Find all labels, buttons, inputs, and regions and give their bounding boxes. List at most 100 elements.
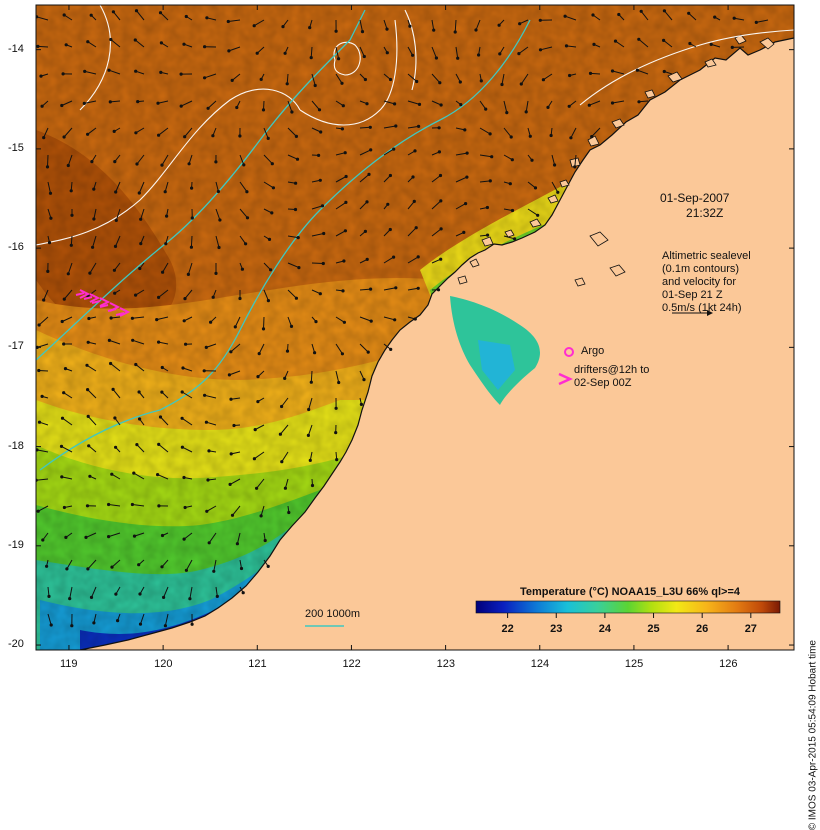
velocity-arrow-head [267,299,270,302]
velocity-arrow-head [439,174,442,177]
velocity-arrow-head [184,343,187,346]
velocity-arrow-head [212,570,215,573]
velocity-arrow-head [439,258,442,261]
colorbar-tick-label: 22 [501,623,513,635]
velocity-arrow-head [344,229,347,232]
velocity-arrow-head [90,160,93,163]
velocity-arrow-head [529,135,532,138]
velocity-arrow-head [90,596,93,599]
velocity-arrow-head [518,22,521,25]
velocity-arrow-head [489,132,492,135]
velocity-arrow-head [565,44,568,47]
velocity-arrow-head [255,487,258,490]
velocity-arrow-head [617,13,620,16]
colorbar-tick-label: 26 [696,623,708,635]
velocity-arrow-head [133,535,136,538]
velocity-arrow-head [636,69,639,72]
velocity-arrow-head [240,567,243,570]
velocity-arrow-head [36,45,39,48]
velocity-arrow-head [109,38,112,41]
velocity-arrow-head [134,70,137,73]
velocity-arrow-head [364,230,367,233]
velocity-arrow-head [161,534,164,537]
velocity-arrow-head [511,209,514,212]
velocity-arrow-head [138,191,141,194]
velocity-arrow-head [264,539,267,542]
velocity-arrow-head [38,323,41,326]
velocity-arrow-head [48,241,51,244]
velocity-arrow-head [260,78,263,81]
velocity-arrow-head [231,514,234,517]
velocity-arrow-head [509,182,512,185]
velocity-arrow-head [335,30,338,33]
velocity-arrow-head [109,362,112,365]
velocity-arrow-head [228,373,231,376]
velocity-arrow-head [64,536,67,539]
velocity-arrow-head [733,17,736,20]
drifters-line-1: drifters@12h to [574,364,649,377]
velocity-arrow-head [83,102,86,105]
velocity-arrow-head [137,563,140,566]
velocity-arrow-head [183,319,186,322]
velocity-arrow-head [280,405,283,408]
velocity-arrow-head [498,24,501,27]
velocity-arrow [312,263,323,264]
velocity-arrow-head [60,445,63,448]
velocity-arrow-head [87,415,90,418]
velocity-arrow-head [86,504,89,507]
velocity-arrow-head [185,15,188,18]
velocity-arrow-head [534,186,537,189]
date-text: 01-Sep-2007 [660,191,729,206]
velocity-arrow-head [513,237,516,240]
altimetry-line-5: 0.5m/s (1kt 24h) [662,302,751,315]
velocity-arrow-head [490,155,493,158]
velocity-arrow-head [229,350,232,353]
velocity-arrow-head [413,200,416,203]
velocity-arrow-head [369,288,372,291]
velocity-arrow-head [41,105,44,108]
lat-tick-label: -20 [8,638,24,650]
velocity-arrow-head [116,619,119,622]
velocity-arrow-head [113,160,116,163]
velocity-arrow-head [232,424,235,427]
velocity-arrow-head [160,565,163,568]
velocity-arrow-head [60,104,63,107]
velocity-arrow-head [41,395,44,398]
velocity-arrow-head [160,164,163,167]
velocity-arrow-head [546,106,549,109]
argo-label: Argo [581,345,604,358]
velocity-arrow-head [414,317,417,320]
velocity-arrow-head [335,458,338,461]
velocity-arrow-head [160,391,163,394]
velocity-arrow-head [139,242,142,245]
velocity-arrow-head [155,318,158,321]
velocity-arrow-head [209,321,212,324]
velocity-arrow-head [70,189,73,192]
velocity-arrow-head [687,12,690,15]
velocity-arrow-head [267,565,270,568]
lon-tick-label: 125 [625,658,643,670]
velocity-arrow-head [113,130,116,133]
colorbar-tick-label: 27 [745,623,757,635]
velocity-arrow-head [313,351,316,354]
velocity-arrow-head [70,214,73,217]
velocity-arrow-head [61,320,64,323]
velocity-arrow-head [564,15,567,18]
velocity-arrow-head [321,204,324,207]
velocity-arrow-head [307,408,310,411]
velocity-arrow-head [270,211,273,214]
velocity-arrow-head [49,192,52,195]
velocity-arrow-head [415,226,418,229]
velocity-arrow-head [477,53,480,56]
velocity-arrow-head [238,134,241,137]
velocity-arrow-head [110,473,113,476]
velocity-arrow-head [591,13,594,16]
velocity-arrow-head [86,388,89,391]
velocity-arrow-head [319,292,322,295]
velocity-arrow-head [389,174,392,177]
velocity-arrow-head [466,152,469,155]
velocity-arrow-head [389,78,392,81]
velocity-arrow-head [65,567,68,570]
lat-tick-label: -14 [8,43,24,55]
velocity-arrow-head [39,75,42,78]
